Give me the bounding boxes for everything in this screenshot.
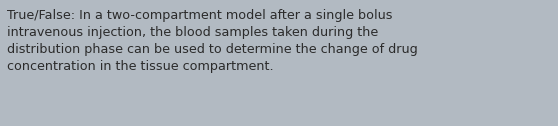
Text: True/False: In a two-compartment model after a single bolus
intravenous injectio: True/False: In a two-compartment model a…: [7, 9, 418, 73]
